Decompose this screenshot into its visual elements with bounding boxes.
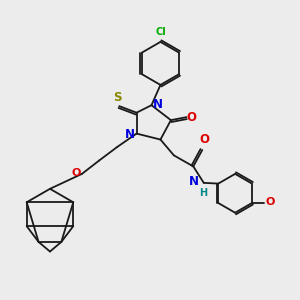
Text: N: N <box>125 128 135 141</box>
Text: N: N <box>188 175 198 188</box>
Text: H: H <box>199 188 207 198</box>
Text: N: N <box>153 98 163 111</box>
Text: S: S <box>113 91 122 104</box>
Text: O: O <box>186 111 196 124</box>
Text: O: O <box>199 133 209 146</box>
Text: O: O <box>71 168 80 178</box>
Text: Cl: Cl <box>156 26 167 37</box>
Text: O: O <box>266 197 275 207</box>
